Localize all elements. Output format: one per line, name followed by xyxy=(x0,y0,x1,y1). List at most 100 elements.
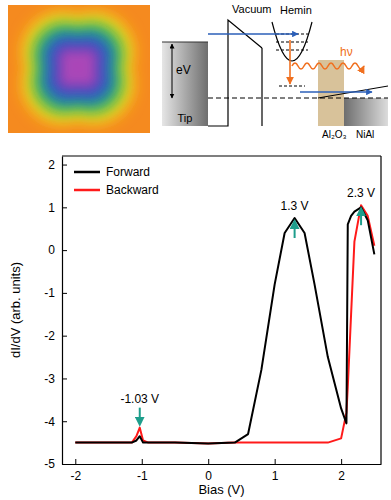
hemin-ground xyxy=(279,86,305,87)
tick-mark xyxy=(62,293,67,294)
photon-wave xyxy=(292,63,364,69)
stm-lobe xyxy=(78,68,96,86)
tip-fermi xyxy=(162,42,208,43)
tick: -3 xyxy=(44,372,67,386)
photon-label: hν xyxy=(340,45,353,59)
tick: 1 xyxy=(48,201,67,215)
tick: 1 xyxy=(272,459,279,483)
tick: -1 xyxy=(137,459,148,483)
tick-label: 1 xyxy=(48,201,55,215)
tick-label: -5 xyxy=(44,457,55,471)
stm-image xyxy=(8,5,150,133)
annotation-label: 1.3 V xyxy=(281,199,309,213)
stm-layer-2 xyxy=(38,28,118,108)
oxide-block xyxy=(318,60,344,126)
tunnel-arrow-out xyxy=(300,91,372,92)
vacuum-label: Vacuum xyxy=(232,3,272,15)
energy-diagram: eV Tip Vacuum Hemin Al₂O₃ NiAl hν xyxy=(162,3,388,140)
tick: -1 xyxy=(44,286,67,300)
vacuum-edge xyxy=(261,48,262,126)
stm-layer-1 xyxy=(31,21,126,116)
legend-swatch xyxy=(74,189,100,192)
y-axis-title: dI/dV (arb. units) xyxy=(8,262,23,358)
figure: eV Tip Vacuum Hemin Al₂O₃ NiAl hν -2 -1 0 1 2 -5 -4 -3… xyxy=(0,0,391,500)
tick-label: 2 xyxy=(48,158,55,172)
tick-label: -4 xyxy=(44,415,55,429)
tunnel-arrow-in xyxy=(208,33,298,34)
annotation-arrow xyxy=(360,211,362,225)
frame-top xyxy=(62,155,381,156)
oxide-label: Al₂O₃ xyxy=(322,129,347,140)
annotation-label: 2.3 V xyxy=(347,186,375,200)
hemin-well xyxy=(272,22,312,61)
hemin-level-1 xyxy=(276,42,308,43)
stm-background xyxy=(8,5,150,133)
tick-label: 0 xyxy=(48,243,55,257)
tick-label: 1 xyxy=(272,469,279,483)
stm-layer-5 xyxy=(60,50,96,86)
hemin-level-2 xyxy=(276,50,308,51)
series-line xyxy=(75,207,374,443)
annotation-arrow xyxy=(294,224,296,238)
stm-layer-0 xyxy=(22,12,134,124)
tick-mark xyxy=(62,421,67,422)
hemin-label: Hemin xyxy=(280,4,312,16)
axis-line xyxy=(62,157,63,465)
tick-mark xyxy=(62,207,67,208)
tick-mark xyxy=(62,165,67,166)
tick: 0 xyxy=(205,459,212,483)
legend-label: Backward xyxy=(106,183,159,197)
legend-swatch xyxy=(74,171,100,174)
x-axis-title: Bias (V) xyxy=(198,482,244,497)
chart: -2 -1 0 1 2 -5 -4 -3 -2 -1 0 1 2 Bias (V) dI/dV (arb. … xyxy=(8,156,382,497)
tip-label: Tip xyxy=(178,112,193,124)
annotation-arrow xyxy=(139,408,141,422)
tick: 0 xyxy=(48,243,67,257)
legend: Forward Backward xyxy=(74,165,159,197)
plot-area xyxy=(75,205,374,443)
tick-mark xyxy=(75,459,76,464)
annotations: -1.03 V 1.3 V 2.3 V xyxy=(120,186,375,421)
stm-lobe xyxy=(60,50,78,68)
tick: -4 xyxy=(44,415,67,429)
tick-mark xyxy=(208,459,209,464)
tick-label: -1 xyxy=(137,469,148,483)
tick: 2 xyxy=(338,459,345,483)
y-axis: -5 -4 -3 -2 -1 0 1 2 xyxy=(44,157,67,472)
vacuum-barrier xyxy=(208,20,262,126)
stm-layer-4 xyxy=(54,44,101,91)
tick-mark xyxy=(275,459,276,464)
tick-label: 2 xyxy=(338,469,345,483)
tick: 2 xyxy=(48,158,67,172)
x-axis: -2 -1 0 1 2 xyxy=(63,459,382,483)
legend-label: Forward xyxy=(106,165,150,179)
metal-label: NiAl xyxy=(356,129,374,140)
tick-label: -1 xyxy=(44,286,55,300)
energy-label: eV xyxy=(176,63,191,77)
stm-lobe xyxy=(78,50,96,68)
decay-arrow xyxy=(289,40,291,84)
stm-layer-3 xyxy=(46,36,110,100)
tick-label: -2 xyxy=(70,469,81,483)
tick: -5 xyxy=(44,457,67,471)
metal-block xyxy=(344,98,388,126)
tick: -2 xyxy=(44,329,67,343)
bias-arrow xyxy=(172,44,173,98)
tick-mark xyxy=(341,459,342,464)
tick-mark xyxy=(62,464,67,465)
series-line xyxy=(75,205,374,443)
tick-label: 0 xyxy=(205,469,212,483)
tick-mark xyxy=(62,250,67,251)
tip-block xyxy=(162,42,208,126)
tick-mark xyxy=(62,336,67,337)
tick-label: -2 xyxy=(44,329,55,343)
tick-label: -3 xyxy=(44,372,55,386)
annotation-label: -1.03 V xyxy=(120,392,159,406)
frame-right xyxy=(380,156,381,464)
tick-mark xyxy=(142,459,143,464)
stm-lobe xyxy=(60,68,78,86)
axis-line xyxy=(63,464,382,465)
tick-mark xyxy=(62,378,67,379)
tick: -2 xyxy=(70,459,81,483)
sample-fermi xyxy=(208,98,388,99)
